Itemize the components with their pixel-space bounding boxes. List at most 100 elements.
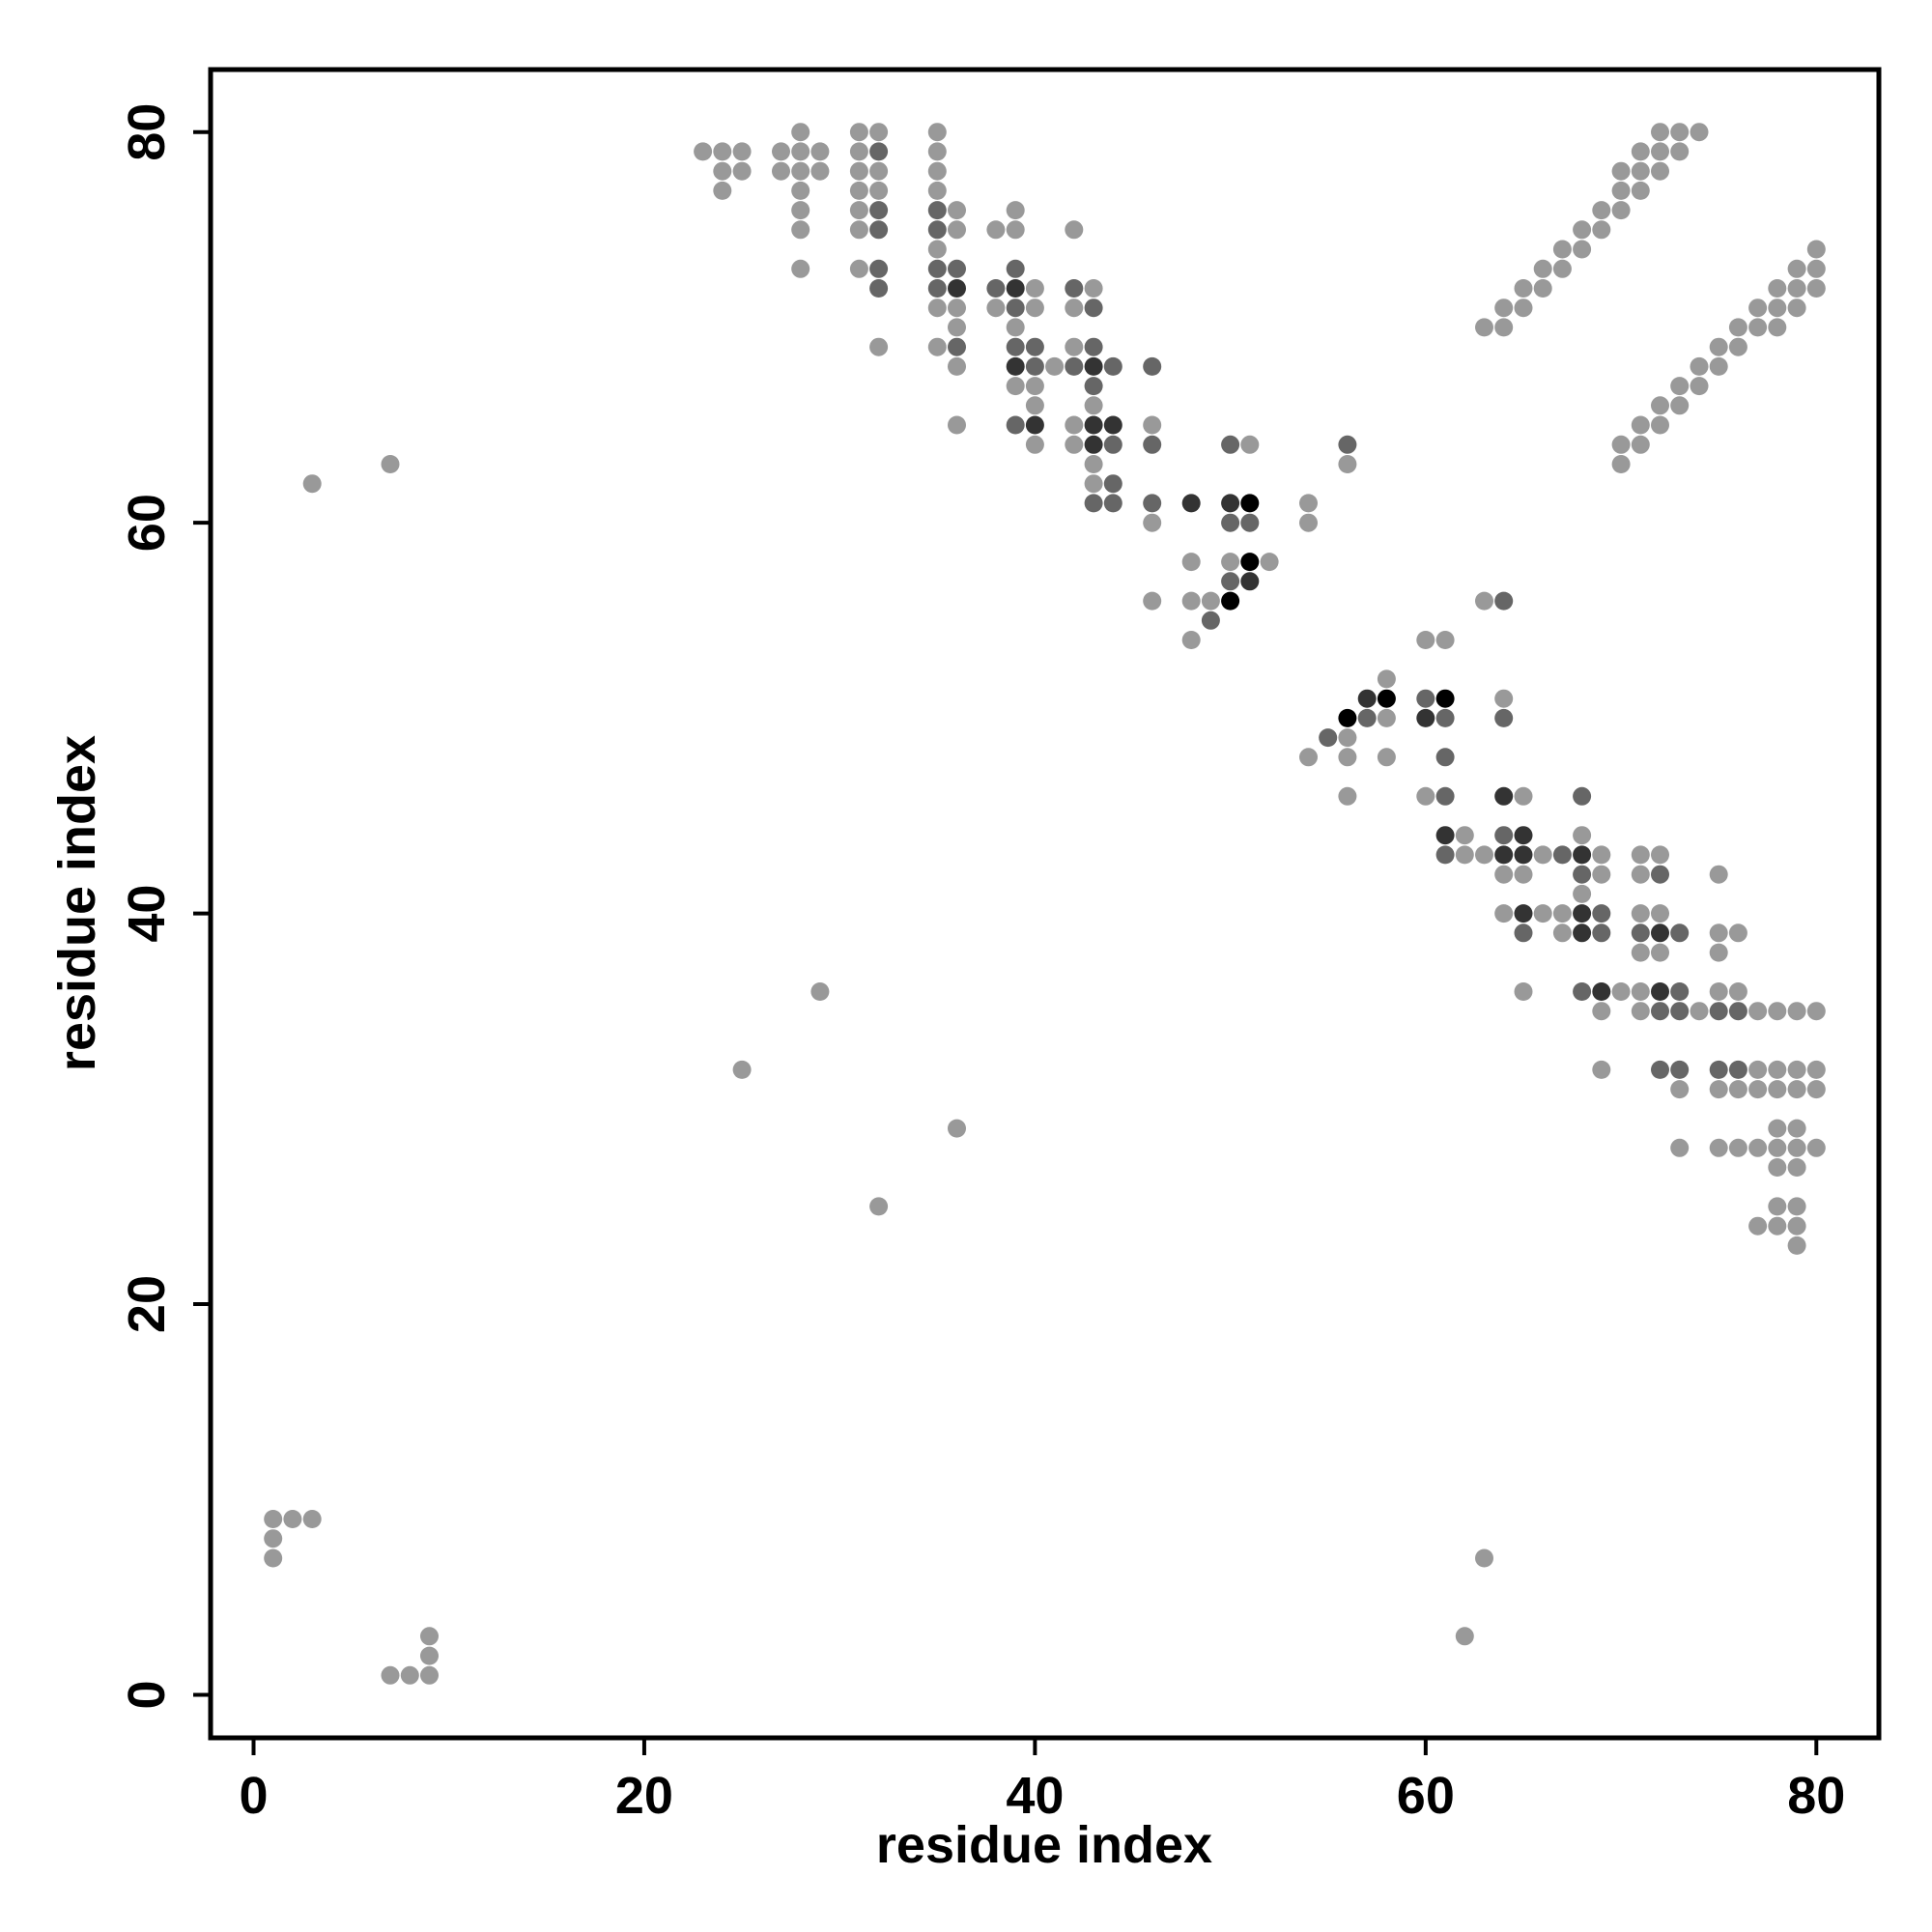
data-point bbox=[849, 181, 868, 200]
data-point bbox=[986, 298, 1006, 318]
data-point bbox=[1631, 845, 1650, 865]
data-point bbox=[1651, 923, 1669, 943]
data-point bbox=[791, 161, 810, 181]
data-point bbox=[1592, 904, 1611, 923]
data-point bbox=[1573, 904, 1592, 923]
data-point bbox=[1416, 786, 1435, 806]
data-point bbox=[1787, 1002, 1806, 1021]
data-point bbox=[1025, 356, 1044, 376]
data-point bbox=[1435, 826, 1455, 845]
data-point bbox=[1181, 591, 1201, 611]
data-point bbox=[849, 161, 868, 181]
data-point bbox=[1573, 923, 1592, 943]
data-point bbox=[400, 1665, 419, 1685]
data-point bbox=[302, 1510, 322, 1528]
data-point bbox=[420, 1646, 439, 1665]
data-point bbox=[849, 259, 868, 278]
data-point bbox=[694, 142, 713, 161]
data-point bbox=[1573, 220, 1592, 240]
data-point bbox=[1631, 982, 1650, 1001]
data-point bbox=[1670, 123, 1690, 142]
data-point bbox=[1768, 1197, 1787, 1216]
data-point bbox=[1592, 1002, 1611, 1021]
data-point bbox=[869, 123, 889, 142]
data-point bbox=[1592, 865, 1611, 884]
data-point bbox=[1514, 298, 1533, 318]
data-point bbox=[1377, 708, 1396, 727]
data-point bbox=[1221, 591, 1240, 611]
data-point bbox=[1455, 845, 1474, 865]
data-point bbox=[927, 161, 947, 181]
y-tick-label: 0 bbox=[118, 1680, 176, 1709]
data-point bbox=[420, 1627, 439, 1646]
data-point bbox=[948, 279, 966, 298]
data-point bbox=[1299, 748, 1318, 767]
data-point bbox=[1592, 201, 1611, 220]
data-point bbox=[791, 181, 810, 200]
data-point bbox=[1690, 377, 1709, 396]
data-point bbox=[1338, 708, 1357, 727]
data-point bbox=[869, 181, 889, 200]
data-point bbox=[1065, 435, 1084, 454]
data-point bbox=[1670, 142, 1690, 161]
data-point bbox=[1748, 1216, 1768, 1236]
data-point bbox=[1631, 1002, 1650, 1021]
data-point bbox=[1552, 923, 1572, 943]
data-point bbox=[732, 161, 752, 181]
data-point bbox=[1611, 435, 1631, 454]
data-point bbox=[772, 142, 790, 161]
data-point bbox=[1435, 786, 1455, 806]
data-point bbox=[1690, 1002, 1709, 1021]
data-point bbox=[1416, 708, 1435, 727]
data-point bbox=[1103, 435, 1122, 454]
data-points bbox=[264, 123, 1826, 1685]
data-point bbox=[713, 181, 732, 200]
y-tick-label: 60 bbox=[118, 494, 176, 552]
data-point bbox=[1787, 1216, 1806, 1236]
data-point bbox=[1475, 318, 1493, 337]
x-axis: 0 20 40 60 80 bbox=[239, 1738, 1845, 1825]
data-point bbox=[869, 201, 889, 220]
data-point bbox=[1240, 553, 1260, 572]
data-point bbox=[1143, 513, 1162, 532]
data-point bbox=[713, 161, 732, 181]
data-point bbox=[1240, 435, 1260, 454]
data-point bbox=[1573, 240, 1592, 259]
data-point bbox=[1377, 669, 1396, 689]
data-point bbox=[1514, 923, 1533, 943]
data-point bbox=[1787, 298, 1806, 318]
data-point bbox=[1533, 904, 1552, 923]
data-point bbox=[1201, 611, 1220, 630]
data-point bbox=[1768, 1080, 1787, 1099]
data-point bbox=[1084, 298, 1103, 318]
data-point bbox=[1768, 298, 1787, 318]
data-point bbox=[1416, 689, 1435, 708]
y-tick-label: 20 bbox=[118, 1275, 176, 1333]
y-axis-title: residue index bbox=[48, 735, 106, 1071]
data-point bbox=[869, 279, 889, 298]
plot-frame bbox=[208, 67, 1882, 1741]
data-point bbox=[1084, 494, 1103, 513]
data-point bbox=[1025, 279, 1044, 298]
data-point bbox=[1025, 298, 1044, 318]
data-point bbox=[1670, 1138, 1690, 1157]
data-point bbox=[927, 240, 947, 259]
data-point bbox=[1084, 356, 1103, 376]
data-point bbox=[1768, 1138, 1787, 1157]
data-point bbox=[1475, 845, 1493, 865]
data-point bbox=[1455, 826, 1474, 845]
data-point bbox=[1494, 904, 1514, 923]
data-point bbox=[1299, 494, 1318, 513]
data-point bbox=[1611, 161, 1631, 181]
data-point bbox=[1181, 631, 1201, 649]
data-point bbox=[1709, 1060, 1728, 1079]
data-point bbox=[1631, 923, 1650, 943]
data-point bbox=[1006, 356, 1025, 376]
data-point bbox=[1435, 708, 1455, 727]
data-point bbox=[1631, 142, 1650, 161]
data-point bbox=[1475, 1548, 1493, 1568]
data-point bbox=[1435, 689, 1455, 708]
data-point bbox=[927, 142, 947, 161]
data-point bbox=[1533, 279, 1552, 298]
data-point bbox=[420, 1665, 439, 1685]
